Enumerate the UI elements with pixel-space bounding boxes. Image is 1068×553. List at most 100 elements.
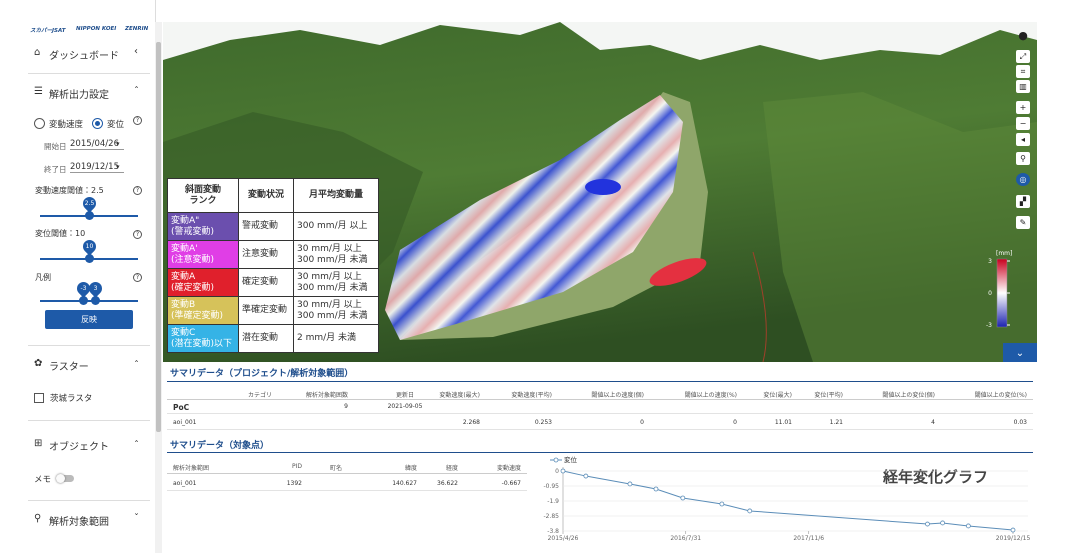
radio-label[interactable]: 変位 [107, 120, 125, 130]
help-icon[interactable]: ? [133, 186, 142, 195]
column-header: 変動速度 [496, 465, 521, 472]
table-header: 変動状況 [238, 178, 294, 213]
end-label: 終了日 [44, 165, 67, 174]
zoom-out[interactable]: − [1016, 117, 1030, 130]
tool-button[interactable]: ⌗ [1016, 65, 1030, 78]
logo: スカパーJSAT [30, 28, 66, 34]
displacement-overlay [649, 258, 707, 286]
y-tick-label: -3.8 [547, 528, 559, 535]
radio-label[interactable]: 変動速度 [49, 120, 84, 130]
data-point [583, 473, 589, 479]
data-point [965, 523, 971, 529]
data-point [560, 468, 566, 474]
row-line [167, 490, 527, 491]
collapse-button[interactable] [1003, 343, 1037, 362]
scrollbar[interactable] [155, 22, 162, 553]
collapse-icon[interactable]: ‹ [134, 46, 138, 57]
data-point [1010, 527, 1016, 533]
nav-icon[interactable]: ⌂ [34, 47, 41, 58]
rank-cell: 変動A" (警戒変動) [167, 212, 239, 241]
table-cell: 9 [344, 403, 348, 410]
toggle[interactable] [56, 474, 74, 483]
slider-track[interactable] [40, 300, 138, 302]
slider-thumb[interactable] [79, 296, 88, 305]
chevron[interactable]: ˆ [134, 86, 139, 97]
nav-dashboard[interactable]: ダッシュボード [49, 51, 119, 62]
table-cell: 36.622 [437, 480, 458, 487]
x-tick-label: 2019/12/15 [996, 535, 1031, 542]
dropdown-caret[interactable]: ▾ [116, 163, 120, 171]
compass[interactable]: ◂ [1016, 133, 1030, 146]
dropdown-caret[interactable]: ▾ [116, 140, 120, 148]
data-point [747, 508, 753, 514]
section-icon: ✿ [34, 358, 43, 369]
end-date[interactable]: 2019/12/15 [70, 162, 124, 173]
table-row: 変動C (潜在変動)以下 潜在変動 2 mm/月 未満 [167, 324, 379, 353]
separator [28, 500, 150, 501]
chevron[interactable]: ˇ [134, 513, 139, 524]
slider-thumb[interactable] [91, 296, 100, 305]
tool-button[interactable]: ⤢ [1016, 50, 1030, 63]
separator [28, 345, 150, 346]
edit[interactable]: ✎ [1016, 216, 1030, 229]
colorbar-tick-label: 3 [988, 258, 992, 265]
chevron[interactable]: ˆ [134, 360, 139, 371]
chevron[interactable]: ˆ [134, 440, 139, 451]
table-cell: 0.253 [534, 419, 552, 426]
separator [28, 73, 150, 74]
raster-item[interactable]: 茨城ラスタ [50, 394, 93, 404]
y-tick-label: -0.95 [543, 483, 559, 490]
status-cell: 準確定変動 [238, 296, 294, 325]
radio[interactable] [34, 118, 45, 129]
section-title[interactable]: 解析出力設定 [49, 90, 109, 101]
table-header: 月平均変動量 [293, 178, 379, 213]
column-header: 解析対象範囲 [173, 465, 210, 472]
colorbar-tick-label: 0 [988, 290, 992, 297]
y-tick-label: -2.85 [543, 513, 559, 520]
column-header: 変動速度(平均) [511, 392, 552, 399]
tool-button[interactable]: ▥ [1016, 80, 1030, 93]
help-icon[interactable]: ? [133, 116, 142, 125]
help-icon[interactable]: ? [133, 230, 142, 239]
checkbox[interactable] [34, 393, 44, 403]
column-header: 閾値以上の速度(個) [591, 392, 644, 399]
section-icon: ⊞ [34, 438, 43, 449]
user-icon[interactable]: ● [1018, 29, 1028, 42]
column-header: 変位(最大) [763, 392, 792, 399]
radio[interactable] [92, 118, 103, 129]
velocity-threshold-label: 変動速度閾値：2.5 [35, 186, 104, 195]
radio-dot [95, 121, 100, 126]
section-icon: ☰ [34, 86, 43, 97]
section-title[interactable]: オブジェクト [49, 442, 109, 453]
search[interactable]: ⚲ [1016, 152, 1030, 165]
slider-thumb[interactable] [85, 211, 94, 220]
rank-legend-table: 斜面変動 ランク 変動状況 月平均変動量 変動A" (警戒変動) 警戒変動 300 mm/… [167, 178, 379, 353]
table-row: 変動A' (注意変動) 注意変動 30 mm/月 以上 300 mm/月 未満 [167, 240, 379, 269]
boundary-line [752, 251, 767, 362]
memo-label: メモ [34, 475, 52, 485]
apply-button[interactable]: 反映 [45, 310, 133, 329]
globe[interactable]: ◎ [1016, 173, 1030, 186]
series-line [562, 470, 1014, 531]
separator [28, 420, 150, 421]
rank-cell: 変動A' (注意変動) [167, 240, 239, 269]
divider [167, 452, 1033, 453]
section-title[interactable]: 解析対象範囲 [49, 517, 109, 528]
collapse-icon[interactable]: ⌄ [1016, 348, 1024, 359]
help-icon[interactable]: ? [133, 273, 142, 282]
column-header: カテゴリ [247, 392, 272, 399]
slider-thumb[interactable] [85, 254, 94, 263]
zoom-in[interactable]: + [1016, 101, 1030, 114]
layers[interactable]: ▞ [1016, 195, 1030, 208]
table-cell: aoi_001 [173, 480, 197, 487]
start-date[interactable]: 2015/04/26 [70, 139, 124, 150]
rank-cell: 変動C (潜在変動)以下 [167, 324, 239, 353]
amount-cell: 30 mm/月 以上 300 mm/月 未満 [293, 268, 379, 297]
table-cell: -0.667 [501, 480, 521, 487]
table-cell: 0.03 [1013, 419, 1027, 426]
displacement-overlay [385, 95, 683, 340]
table-header: 斜面変動 ランク [167, 178, 239, 213]
column-header: 閾値以上の変位(%) [974, 392, 1027, 399]
section-title[interactable]: ラスター [49, 362, 89, 373]
